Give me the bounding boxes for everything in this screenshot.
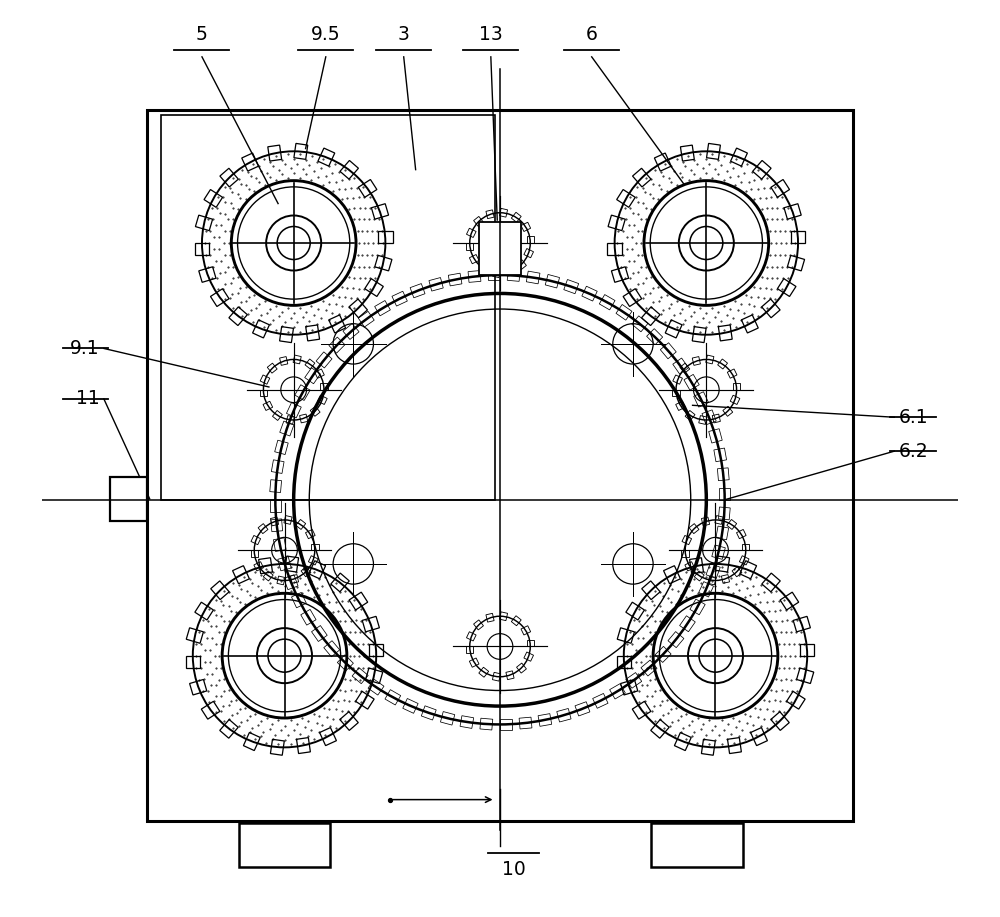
Bar bbox=[479, 222, 521, 275]
Text: 13: 13 bbox=[479, 25, 503, 44]
Bar bbox=[110, 477, 147, 521]
Text: 6.1: 6.1 bbox=[899, 408, 929, 426]
Text: 9.5: 9.5 bbox=[311, 25, 341, 44]
Text: 11: 11 bbox=[76, 390, 99, 408]
Bar bbox=[651, 823, 743, 867]
Bar bbox=[161, 115, 495, 500]
Text: 9.1: 9.1 bbox=[70, 339, 99, 358]
Text: 6.2: 6.2 bbox=[899, 442, 929, 460]
Bar bbox=[147, 110, 853, 821]
Text: 10: 10 bbox=[502, 860, 526, 879]
Text: 6: 6 bbox=[586, 25, 598, 44]
Text: 5: 5 bbox=[196, 25, 208, 44]
Bar bbox=[239, 823, 330, 867]
Text: 3: 3 bbox=[398, 25, 410, 44]
